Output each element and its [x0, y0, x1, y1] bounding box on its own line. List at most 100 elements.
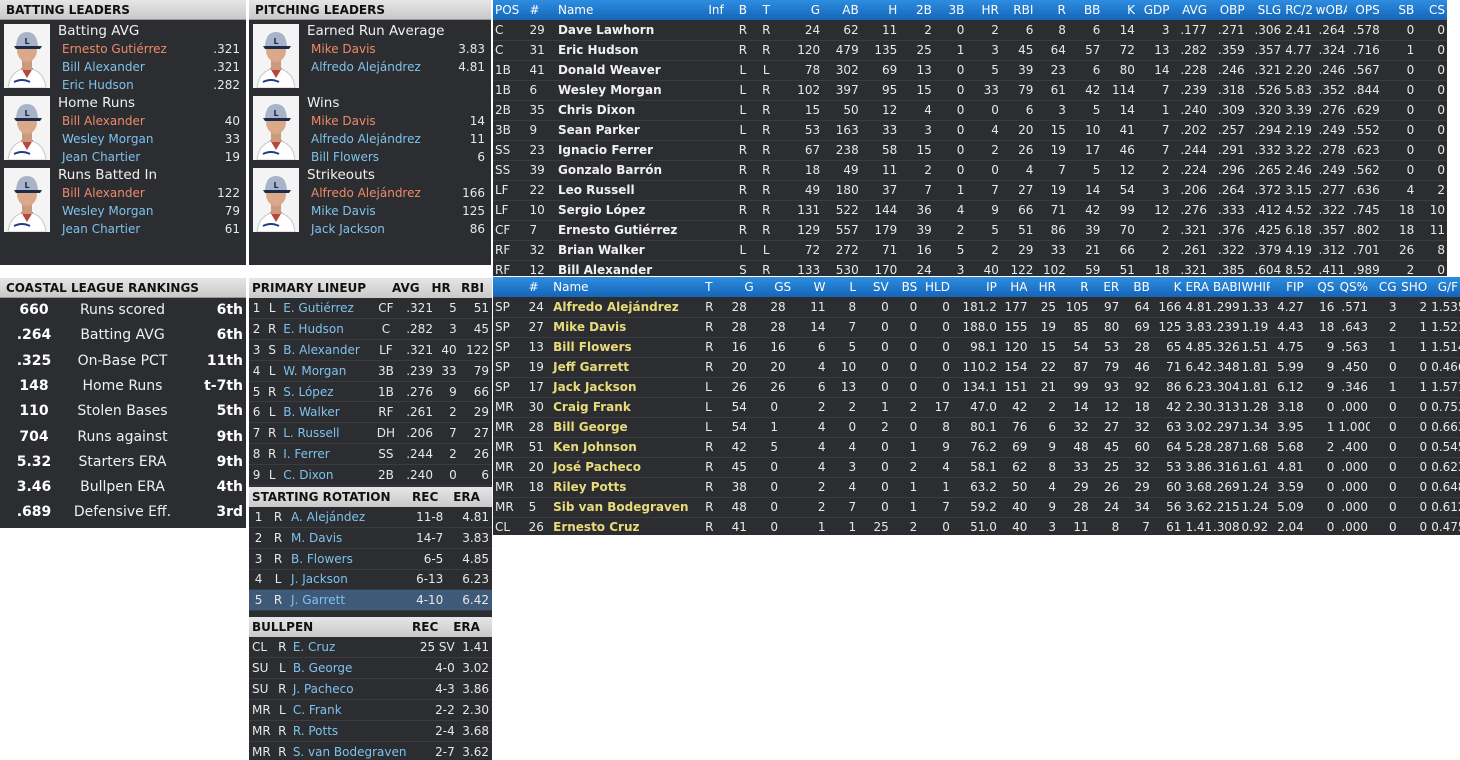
lineup-row[interactable]: 1 L E. Gutiérrez CF .321 5 51	[249, 298, 492, 320]
rotation-row[interactable]: 3 R B. Flowers 6-5 4.85	[249, 548, 492, 570]
column-header[interactable]: RBI	[1000, 0, 1036, 20]
player-name[interactable]: Bill Alexander	[555, 260, 707, 276]
column-header[interactable]: CG	[1370, 277, 1399, 297]
player-row[interactable]: SP 24 Alfredo Alejándrez R 28 28 11 8 0 0 0 181.2 17…	[493, 297, 1460, 318]
player-name-link[interactable]: E. Cruz	[289, 637, 415, 659]
column-header[interactable]: BS	[890, 277, 920, 297]
player-name[interactable]: Eric Hudson	[555, 40, 707, 61]
player-name[interactable]: Chris Dixon	[555, 100, 707, 121]
player-name[interactable]: Sergio López	[555, 200, 707, 221]
lineup-row[interactable]: 5 R S. López 1B .276 9 66	[249, 381, 492, 403]
column-header[interactable]: AVG	[1171, 0, 1210, 20]
player-name-link[interactable]: C. Frank	[289, 699, 415, 721]
column-header[interactable]: GDP	[1136, 0, 1172, 20]
lineup-row[interactable]: 9 L C. Dixon 2B .240 0 6	[249, 464, 492, 486]
player-row[interactable]: MR 20 José Pacheco R 45 0 4 3 0 2 4 58.1 62 8 33 25 32 53…	[493, 457, 1460, 478]
player-name[interactable]: Ernesto Cruz	[551, 517, 704, 535]
leader-row[interactable]: Mike Davis 3.83	[307, 42, 485, 60]
player-name[interactable]: Ernesto Gutiérrez	[555, 220, 707, 241]
rotation-row[interactable]: 2 R M. Davis 14-7 3.83	[249, 527, 492, 549]
column-header[interactable]: SHO	[1398, 277, 1430, 297]
player-row[interactable]: SS 23 Ignacio Ferrer R R 67 238 58 15 0 2 26 19 17 46 7…	[493, 140, 1447, 161]
player-name[interactable]: Ken Johnson	[551, 437, 704, 458]
leader-row[interactable]: Jean Chartier 19	[58, 150, 240, 168]
player-row[interactable]: MR 30 Craig Frank L 54 0 2 2 1 2 17 47.0 42 2 14 12 18 42…	[493, 397, 1460, 418]
player-name-link[interactable]: M. Davis	[288, 527, 400, 549]
column-header[interactable]: WHIP	[1239, 277, 1271, 297]
column-header[interactable]: W	[796, 277, 828, 297]
lineup-row[interactable]: 3 S B. Alexander LF .321 40 122	[249, 339, 492, 361]
player-row[interactable]: SP 13 Bill Flowers R 16 16 6 5 0 0 0 98.1 120 15 54 53 2…	[493, 337, 1460, 358]
column-header[interactable]: B	[732, 0, 754, 20]
column-header[interactable]: SV	[858, 277, 891, 297]
player-name[interactable]: Bill Flowers	[551, 337, 704, 358]
column-header[interactable]: H	[860, 0, 900, 20]
player-row[interactable]: 1B 41 Donald Weaver L L 78 302 69 13 0 5 39 23 6 80 14.…	[493, 60, 1447, 81]
column-header[interactable]: QS	[1305, 277, 1337, 297]
player-row[interactable]: C 29 Dave Lawhorn R R 24 62 11 2 0 2 6 8 6 14 3.177.271…	[493, 20, 1447, 41]
column-header[interactable]: OPS	[1347, 0, 1382, 20]
bullpen-row[interactable]: CL R E. Cruz 25 SV 1.41	[249, 637, 492, 659]
column-header[interactable]: FIP	[1270, 277, 1306, 297]
leader-row[interactable]: Alfredo Alejándrez 11	[307, 132, 485, 150]
player-name[interactable]: Ignacio Ferrer	[555, 140, 707, 161]
rotation-row[interactable]: 1 R A. Alejández 11-8 4.81	[249, 506, 492, 528]
column-header[interactable]: HR	[966, 0, 1001, 20]
player-name-link[interactable]: R. Potts	[289, 720, 415, 742]
column-header[interactable]: Name	[551, 277, 704, 297]
lineup-row[interactable]: 6 L B. Walker RF .261 2 29	[249, 401, 492, 424]
leader-row[interactable]: Ernesto Gutiérrez .321	[58, 42, 240, 60]
rotation-row[interactable]: 4 L J. Jackson 6-13 6.23	[249, 569, 492, 591]
column-header[interactable]: ERA	[1183, 277, 1211, 297]
column-header[interactable]: BB	[1067, 0, 1103, 20]
column-header[interactable]: K	[1151, 277, 1184, 297]
column-header[interactable]: G	[779, 0, 823, 20]
player-name-link[interactable]: A. Alejández	[288, 506, 400, 528]
column-header[interactable]: ER	[1090, 277, 1122, 297]
player-name-link[interactable]: B. Flowers	[288, 548, 400, 570]
lineup-row[interactable]: 4 L W. Morgan 3B .239 33 79	[249, 360, 492, 382]
column-header[interactable]: T	[703, 277, 730, 297]
player-name-link[interactable]: B. Alexander	[280, 339, 373, 361]
leader-row[interactable]: Bill Alexander .321	[58, 60, 240, 78]
column-header[interactable]: POS	[493, 0, 528, 20]
leader-row[interactable]: Bill Alexander 122	[58, 186, 240, 204]
player-name-link[interactable]: W. Morgan	[280, 360, 373, 382]
column-header[interactable]: GS	[768, 277, 797, 297]
player-name[interactable]: Alfredo Alejándrez	[551, 297, 704, 318]
player-name-link[interactable]: Bill Flowers	[311, 150, 380, 164]
column-header[interactable]: IP	[951, 277, 999, 297]
player-name[interactable]: Wesley Morgan	[555, 80, 707, 101]
lineup-row[interactable]: 7 R L. Russell DH .206 7 27	[249, 422, 492, 445]
column-header[interactable]: RC/27	[1283, 0, 1314, 20]
bullpen-row[interactable]: MR R S. van Bodegraven 2-7 3.62	[249, 741, 492, 760]
player-row[interactable]: CL 26 Ernesto Cruz R 41 0 1 1 25 2 0 51.0 40 3 11 8 7 61 1…	[493, 517, 1460, 535]
bullpen-row[interactable]: MR L C. Frank 2-2 2.30	[249, 699, 492, 721]
player-row[interactable]: 1B 6 Wesley Morgan L R 102 397 95 15 0 33 79 61 42 114…	[493, 80, 1447, 101]
column-header[interactable]: OBP	[1209, 0, 1247, 20]
player-row[interactable]: SP 27 Mike Davis R 28 28 14 7 0 0 0 188.0 155 19 85 80 6…	[493, 317, 1460, 338]
leader-row[interactable]: Eric Hudson .282	[58, 78, 240, 96]
lineup-row[interactable]: 2 R E. Hudson C .282 3 45	[249, 318, 492, 341]
player-name[interactable]: Craig Frank	[551, 397, 704, 418]
player-name-link[interactable]: Jack Jackson	[311, 222, 385, 236]
player-name-link[interactable]: Jean Chartier	[62, 222, 141, 236]
player-name[interactable]: Sean Parker	[555, 120, 707, 141]
column-header[interactable]: HA	[998, 277, 1030, 297]
leader-row[interactable]: Wesley Morgan 79	[58, 204, 240, 222]
player-name-link[interactable]: Mike Davis	[311, 42, 376, 56]
column-header[interactable]: #	[527, 0, 556, 20]
player-name[interactable]: Brian Walker	[555, 240, 707, 261]
column-header[interactable]: #	[526, 277, 552, 297]
leader-row[interactable]: Bill Flowers 6	[307, 150, 485, 168]
player-name[interactable]: Mike Davis	[551, 317, 704, 338]
player-row[interactable]: RF 32 Brian Walker L L 72 272 71 16 5 2 29 33 21 66 2.2…	[493, 240, 1447, 261]
player-name-link[interactable]: B. George	[289, 657, 415, 680]
leader-row[interactable]: Mike Davis 125	[307, 204, 485, 222]
player-name-link[interactable]: Wesley Morgan	[62, 204, 154, 218]
column-header[interactable]: HLD	[919, 277, 952, 297]
column-header[interactable]: K	[1102, 0, 1137, 20]
player-name[interactable]: Gonzalo Barrón	[555, 160, 707, 181]
column-header[interactable]: BABIP	[1210, 277, 1240, 297]
player-name-link[interactable]: Mike Davis	[311, 204, 376, 218]
